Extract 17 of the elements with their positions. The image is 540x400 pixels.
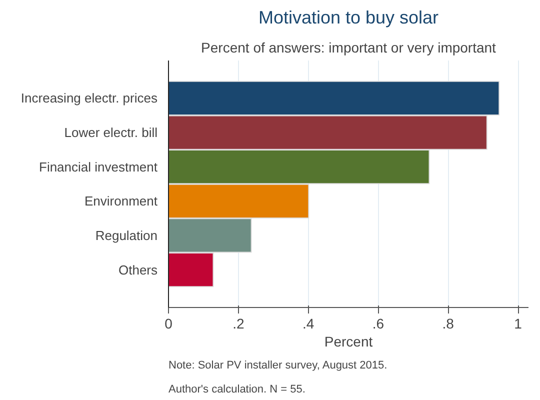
- y-tick-label: Increasing electr. prices: [20, 90, 158, 106]
- x-tick-label: .4: [302, 316, 314, 332]
- text: Note: Solar PV installer survey, August 2015.: [168, 360, 388, 372]
- chart-subtitle: Percent of answers: important or very important: [201, 40, 496, 56]
- y-tick-label: Regulation: [95, 228, 158, 243]
- chart-title: Motivation to buy solar: [258, 8, 439, 28]
- y-tick-label: Financial investment: [39, 159, 158, 174]
- y-tick-label: Environment: [84, 194, 158, 209]
- x-tick-label: 1: [514, 316, 522, 332]
- x-tick-label: 0: [164, 316, 173, 332]
- x-axis-title: Percent: [324, 334, 373, 350]
- x-tick-label: .8: [442, 316, 454, 332]
- x-tick-label: .6: [372, 316, 384, 332]
- y-tick-label: Others: [118, 262, 158, 278]
- y-tick-label: Lower electr. bill: [64, 125, 158, 140]
- x-tick-label: .2: [232, 316, 244, 332]
- text: Author's calculation. N = 55.: [168, 384, 306, 396]
